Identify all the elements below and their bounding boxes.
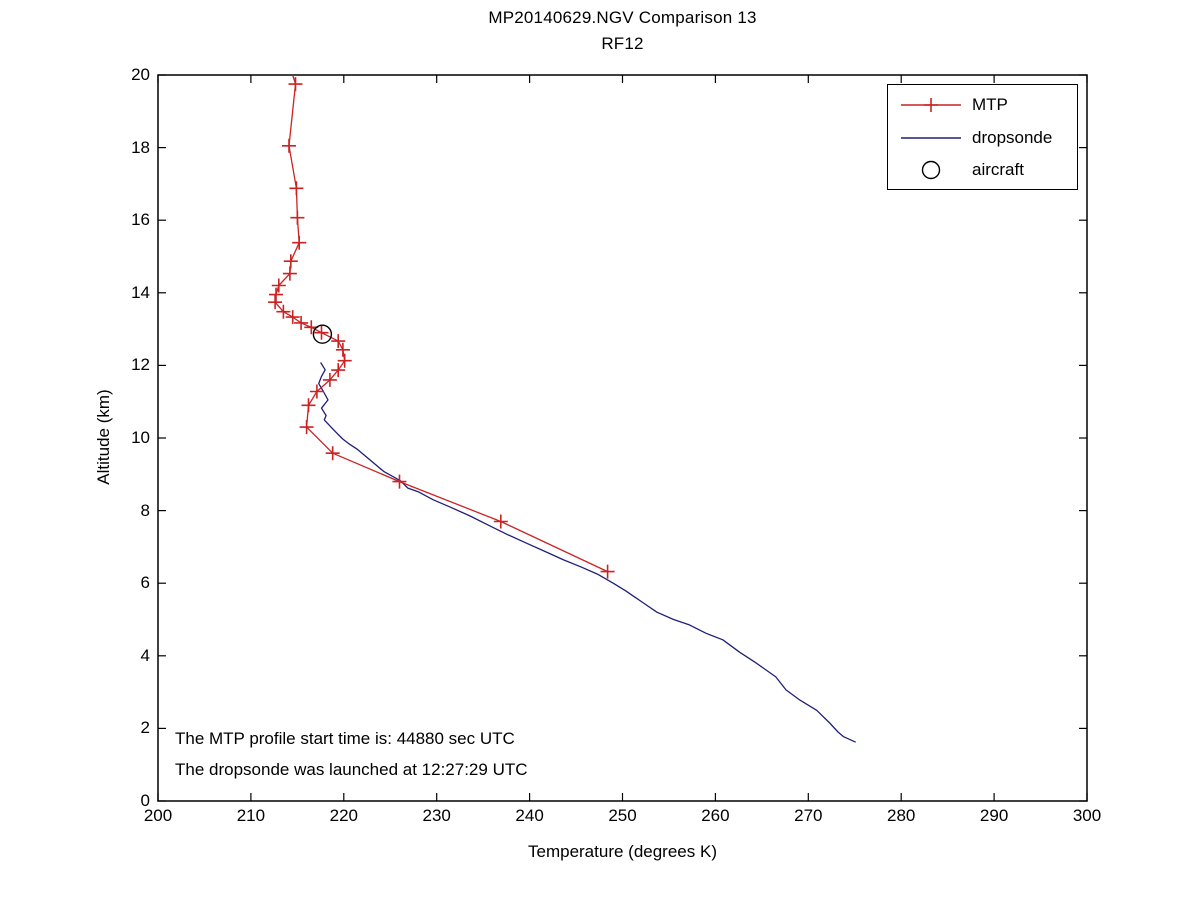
aircraft-marker xyxy=(312,324,333,344)
y-tick-label: 2 xyxy=(140,718,150,738)
chart-subtitle: RF12 xyxy=(601,34,644,53)
legend-item-aircraft: aircraft xyxy=(888,153,1077,187)
x-tick-label: 250 xyxy=(608,806,637,825)
legend-label-dropsonde: dropsonde xyxy=(972,128,1053,147)
mtp-line-plus-icon xyxy=(901,98,961,112)
y-tick-label: 8 xyxy=(140,500,150,520)
x-tick-label: 280 xyxy=(887,806,916,825)
y-tick-label: 4 xyxy=(140,645,150,665)
aircraft-circle-icon xyxy=(921,160,941,180)
x-tick-label: 230 xyxy=(422,806,451,825)
legend-label-mtp: MTP xyxy=(972,95,1008,114)
legend-item-dropsonde: dropsonde xyxy=(888,121,1077,155)
y-tick-label: 14 xyxy=(131,282,150,302)
y-tick-label: 20 xyxy=(131,65,150,84)
dropsonde-line-icon xyxy=(901,137,961,139)
y-tick-label: 12 xyxy=(131,355,150,375)
axis-box xyxy=(157,74,1088,802)
x-tick-label: 200 xyxy=(143,806,173,825)
y-tick-label: 6 xyxy=(140,573,150,593)
x-tick-label: 220 xyxy=(329,806,358,825)
y-tick-label: 18 xyxy=(131,137,150,157)
x-tick-label: 300 xyxy=(1072,806,1102,825)
dropsonde-launch-annotation: The dropsonde was launched at 12:27:29 U… xyxy=(175,760,528,779)
chart-title: MP20140629.NGV Comparison 13 xyxy=(488,8,757,27)
mtp-start-time-annotation: The MTP profile start time is: 44880 sec… xyxy=(175,729,515,748)
y-tick-label: 10 xyxy=(131,428,150,447)
mtp-line xyxy=(274,74,608,573)
x-tick-label: 290 xyxy=(979,806,1009,825)
x-tick-label: 240 xyxy=(515,806,544,825)
x-axis-label: Temperature (degrees K) xyxy=(528,842,717,861)
legend-label-aircraft: aircraft xyxy=(972,160,1024,179)
dropsonde-line xyxy=(318,362,856,743)
mtp-plus-markers xyxy=(268,77,615,579)
x-tick-label: 270 xyxy=(794,806,823,825)
y-tick-label: 0 xyxy=(140,791,150,810)
y-tick-label: 16 xyxy=(131,210,150,230)
x-tick-label: 260 xyxy=(701,806,730,825)
legend-box: MTP dropsonde aircraft xyxy=(887,84,1078,190)
legend-item-mtp: MTP xyxy=(888,88,1077,122)
x-tick-label: 210 xyxy=(236,806,266,825)
